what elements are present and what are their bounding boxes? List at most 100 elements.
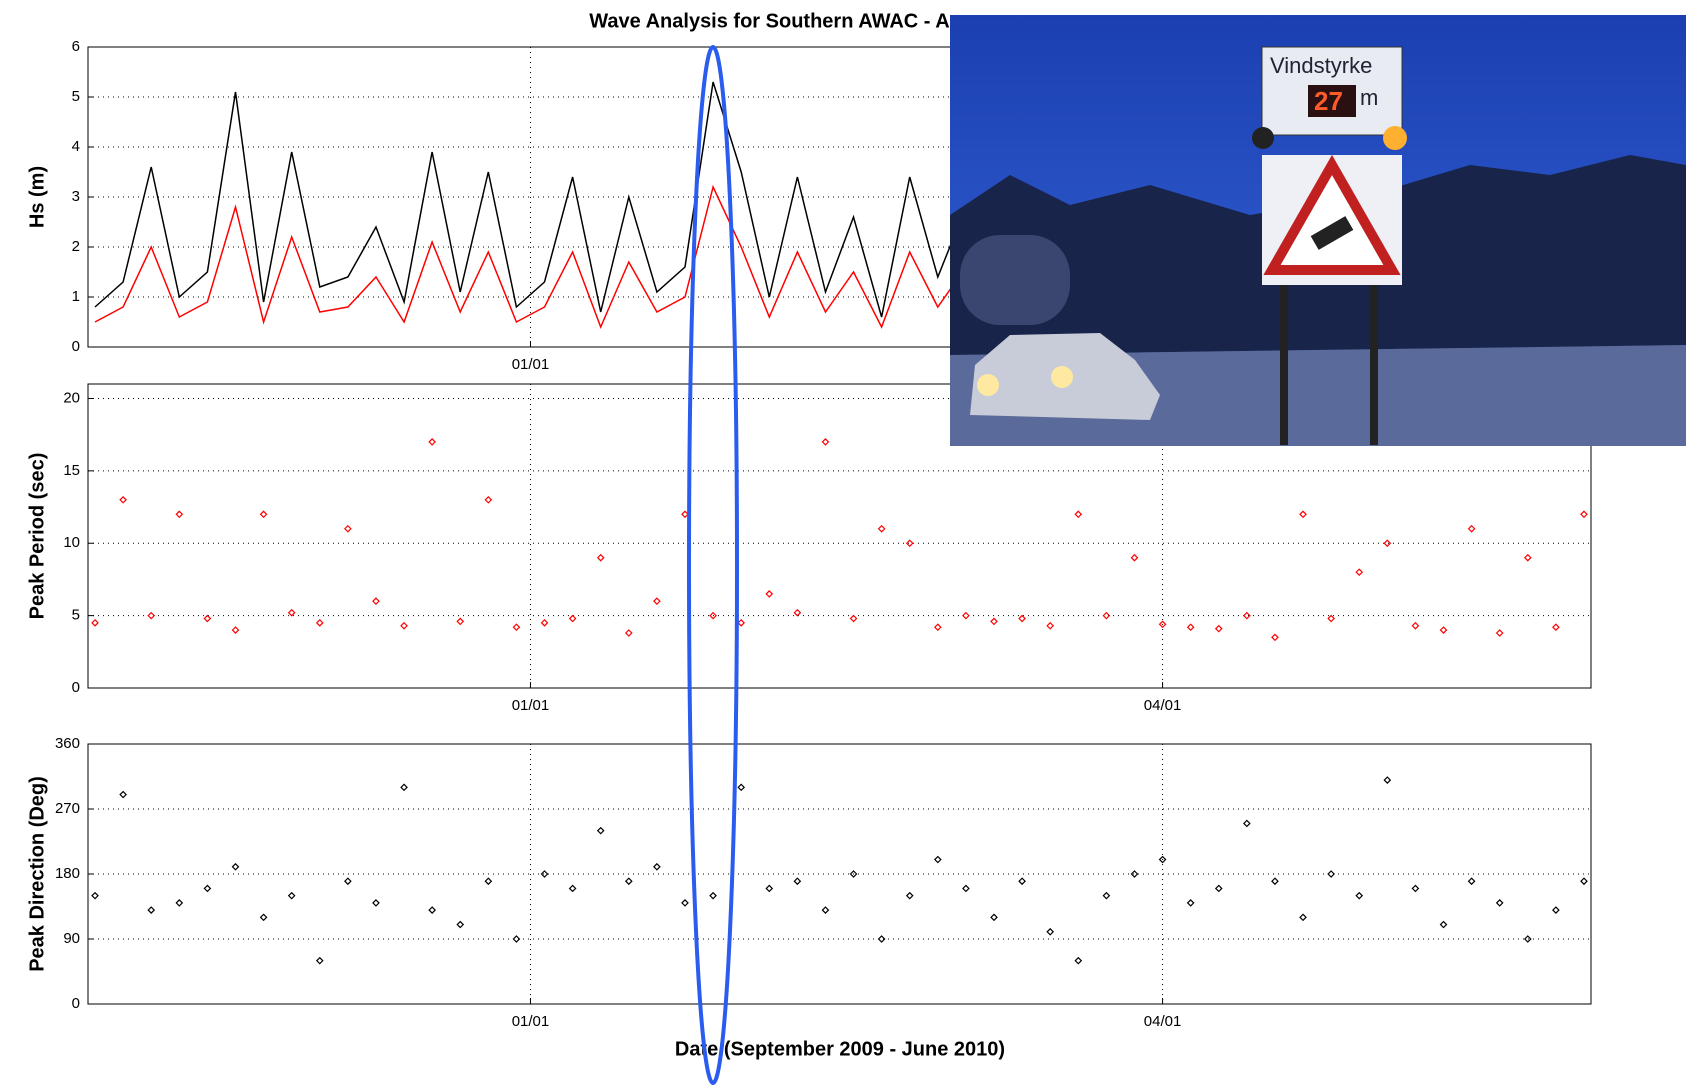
photo-lamp: [1383, 126, 1407, 150]
data-point: [1186, 899, 1195, 907]
data-point: [1046, 621, 1055, 630]
data-point: [1046, 927, 1055, 936]
data-point: [1467, 877, 1476, 886]
data-point: [765, 590, 774, 598]
data-point: [540, 870, 549, 878]
data-point: [709, 891, 717, 900]
data-point: [990, 913, 998, 922]
x-tick-label: 01/01: [512, 356, 550, 373]
photo: Vindstyrke 27 m: [950, 15, 1686, 446]
y-tick-label: 6: [72, 38, 80, 55]
data-point: [962, 611, 970, 620]
data-point: [259, 913, 268, 922]
data-point: [91, 891, 99, 900]
data-point: [400, 621, 408, 630]
data-point: [259, 510, 268, 519]
y-tick-label: 360: [55, 735, 80, 752]
data-point: [877, 524, 886, 533]
y-tick-label: 90: [63, 930, 80, 947]
data-point: [512, 623, 521, 632]
data-point: [1299, 913, 1307, 922]
photo-tunnel: [960, 235, 1070, 325]
data-point: [1130, 870, 1139, 878]
data-point: [1074, 956, 1083, 965]
data-point: [1411, 621, 1420, 630]
data-point: [344, 524, 352, 533]
data-point: [91, 619, 99, 627]
data-point: [147, 611, 156, 620]
data-point: [456, 617, 465, 626]
data-point: [653, 862, 661, 871]
data-point: [1495, 899, 1504, 907]
data-point: [119, 495, 127, 504]
data-point: [1580, 510, 1588, 519]
data-point: [1158, 855, 1167, 864]
photo-light: [1051, 366, 1073, 388]
y-tick-label: 20: [63, 389, 80, 406]
data-point: [1102, 891, 1111, 900]
data-point: [1074, 510, 1083, 519]
data-point: [933, 855, 942, 864]
data-point: [905, 891, 914, 900]
data-point: [1355, 568, 1364, 577]
data-point: [372, 899, 380, 907]
data-point: [1327, 614, 1335, 623]
y-axis-label: Peak Direction (Deg): [26, 776, 48, 972]
data-point: [1327, 870, 1335, 878]
y-tick-label: 15: [63, 462, 80, 479]
data-point: [933, 623, 942, 632]
photo-lamp: [1252, 127, 1274, 149]
data-point: [1130, 553, 1139, 562]
data-point: [793, 608, 802, 617]
data-point: [231, 626, 240, 634]
data-point: [1018, 614, 1026, 623]
data-point: [512, 935, 521, 943]
photo-display: [1308, 85, 1356, 117]
data-point: [1495, 629, 1504, 637]
data-point: [596, 826, 605, 835]
photo-light: [977, 374, 999, 396]
data-point: [624, 877, 633, 886]
x-tick-label: 01/01: [512, 1013, 550, 1030]
data-point: [737, 783, 746, 792]
data-point: [624, 629, 633, 637]
data-point: [653, 597, 661, 605]
data-point: [1186, 623, 1195, 632]
data-point: [568, 884, 577, 893]
data-point: [821, 906, 830, 914]
y-tick-label: 2: [72, 238, 80, 255]
y-tick-label: 0: [72, 995, 80, 1012]
photo-windsock: [1310, 216, 1354, 250]
data-point: [1523, 553, 1532, 562]
data-point: [1411, 884, 1420, 893]
photo-post: [1280, 285, 1288, 445]
data-point: [905, 539, 914, 548]
photo-sign: [1261, 46, 1403, 136]
data-point: [765, 884, 774, 893]
data-point: [484, 877, 493, 886]
data-point: [400, 783, 408, 792]
photo-display-text: 27: [1314, 86, 1343, 116]
photo-sign-text: Vindstyrke: [1270, 53, 1372, 78]
data-point: [596, 553, 605, 562]
data-point: [709, 611, 717, 620]
data-point: [175, 899, 184, 907]
data-point: [287, 608, 296, 617]
data-point: [1018, 877, 1026, 886]
x-tick-label: 04/01: [1144, 697, 1182, 714]
data-point: [456, 920, 465, 929]
data-point: [1580, 877, 1588, 886]
data-point: [1243, 819, 1251, 828]
chart-title: Wave Analysis for Southern AWAC - A: [589, 10, 949, 32]
y-tick-label: 5: [72, 607, 80, 624]
y-axis-label: Hs (m): [26, 166, 48, 228]
y-tick-label: 1: [72, 288, 80, 305]
data-point: [1383, 539, 1392, 548]
data-point: [877, 935, 886, 943]
y-tick-label: 3: [72, 188, 80, 205]
data-point: [1243, 611, 1251, 620]
data-point: [1523, 935, 1532, 943]
data-point: [315, 956, 324, 965]
